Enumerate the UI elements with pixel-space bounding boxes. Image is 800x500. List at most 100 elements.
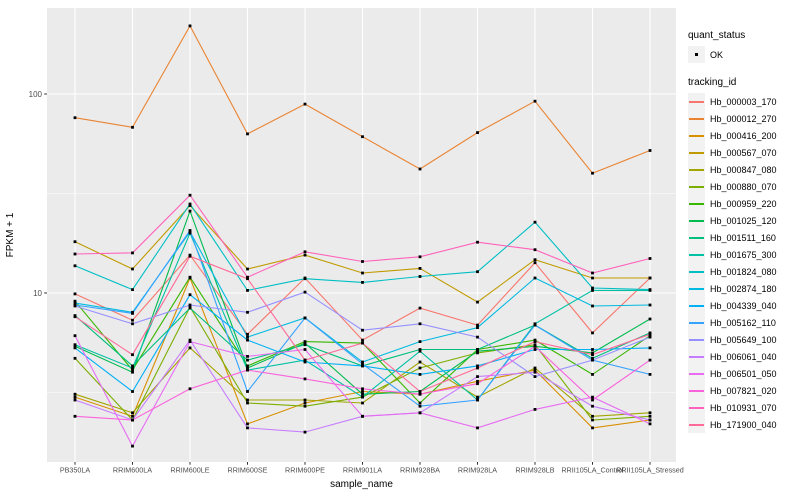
- data-point-marker: [476, 270, 479, 274]
- data-point-marker: [188, 303, 192, 307]
- data-point-marker: [591, 289, 594, 292]
- data-point-marker: [591, 171, 594, 175]
- data-point-marker: [533, 344, 537, 348]
- data-point-marker: [188, 346, 192, 350]
- data-point-marker: [476, 348, 479, 351]
- legend-line-icon: [689, 219, 704, 222]
- data-point-marker: [533, 408, 537, 411]
- data-point-marker: [418, 411, 422, 415]
- data-point-marker: [648, 317, 652, 321]
- data-point-marker: [303, 341, 307, 345]
- data-point-marker: [361, 390, 364, 393]
- data-point-marker: [418, 348, 422, 351]
- data-point-marker: [246, 132, 249, 136]
- data-point-marker: [476, 426, 479, 430]
- data-point-marker: [418, 322, 422, 326]
- legend-line-icon: [689, 372, 704, 375]
- data-point-marker: [188, 275, 192, 279]
- data-point-marker: [648, 346, 652, 350]
- legend-line-icon: [689, 117, 704, 120]
- legend-item-Hb_171900_040: Hb_171900_040: [688, 416, 798, 433]
- data-point-marker: [246, 355, 249, 358]
- data-point-marker: [533, 258, 537, 262]
- legend-line-icon: [689, 321, 704, 324]
- data-point-marker: [591, 398, 594, 402]
- legend-line-icon: [689, 338, 704, 341]
- data-point-marker: [361, 260, 364, 263]
- data-point-marker: [476, 366, 479, 370]
- legend-item-Hb_001824_080: Hb_001824_080: [688, 263, 798, 280]
- data-point-marker: [418, 349, 422, 353]
- data-point-marker: [73, 344, 77, 348]
- data-point-marker: [476, 379, 479, 383]
- legend-line-icon: [689, 134, 704, 137]
- legend-label: Hb_001824_080: [710, 266, 777, 277]
- legend-label: Hb_001025_120: [710, 215, 777, 226]
- y-axis-title: FPKM + 1: [5, 212, 16, 257]
- data-point-marker: [361, 281, 364, 284]
- data-point-marker: [418, 255, 422, 259]
- data-point-marker: [131, 251, 134, 255]
- data-point-marker: [131, 353, 134, 357]
- data-point-marker: [648, 373, 652, 376]
- data-point-marker: [533, 340, 537, 343]
- data-point-marker: [533, 368, 537, 372]
- panel-background: [47, 8, 676, 462]
- data-point-marker: [591, 426, 594, 430]
- data-point-marker: [246, 368, 249, 372]
- data-point-marker: [591, 356, 594, 360]
- data-point-marker: [361, 328, 364, 332]
- data-point-marker: [361, 401, 364, 405]
- legend-label: Hb_000567_070: [710, 147, 777, 158]
- data-point-marker: [73, 346, 77, 350]
- data-point-marker: [533, 348, 537, 351]
- legend-item-Hb_000880_070: Hb_000880_070: [688, 178, 798, 195]
- data-point-marker: [533, 248, 537, 252]
- data-point-marker: [303, 398, 307, 402]
- data-point-marker: [418, 340, 422, 343]
- data-point-marker: [361, 362, 364, 366]
- legend-key-swatch: [688, 280, 705, 297]
- data-point-marker: [73, 395, 77, 399]
- legend-item-Hb_001675_300: Hb_001675_300: [688, 246, 798, 263]
- legend-label: Hb_005162_110: [710, 317, 776, 328]
- data-point-marker: [131, 368, 134, 372]
- legend-label: Hb_000003_170: [710, 96, 777, 107]
- legend-line-icon: [689, 185, 704, 188]
- legend-key-swatch: [688, 365, 705, 382]
- data-point-marker: [131, 288, 134, 291]
- data-point-marker: [131, 364, 134, 368]
- data-point-marker: [533, 220, 537, 224]
- data-point-marker: [188, 193, 192, 197]
- data-point-marker: [188, 229, 192, 232]
- legend-item-Hb_000012_270: Hb_000012_270: [688, 110, 798, 127]
- x-axis-label: RRIM928LB: [515, 466, 554, 475]
- data-point-marker: [131, 267, 134, 271]
- data-point-marker: [418, 306, 422, 310]
- data-point-marker: [476, 375, 479, 378]
- data-point-marker: [418, 267, 422, 270]
- data-point-marker: [131, 444, 134, 448]
- data-point-marker: [303, 102, 307, 106]
- data-point-marker: [246, 401, 249, 405]
- data-point-marker: [246, 398, 249, 402]
- data-point-marker: [648, 414, 652, 418]
- data-point-marker: [73, 301, 77, 305]
- data-point-marker: [303, 360, 307, 364]
- legend-item-Hb_007821_020: Hb_007821_020: [688, 382, 798, 399]
- data-point-marker: [476, 300, 479, 304]
- legend-line-icon: [689, 253, 704, 256]
- data-point-marker: [533, 370, 537, 374]
- legend-key-swatch: [688, 314, 705, 331]
- data-point-marker: [648, 335, 652, 339]
- data-point-marker: [533, 261, 537, 265]
- legend-line-icon: [689, 202, 704, 205]
- x-axis-label: RRIM901LA: [343, 466, 382, 475]
- legend-label: Hb_004339_040: [710, 300, 777, 311]
- data-point-marker: [533, 276, 537, 280]
- legend: quant_status OK tracking_id Hb_000003_17…: [688, 30, 798, 433]
- x-axis-label: RRIM600LA: [113, 466, 152, 475]
- data-point-marker: [476, 395, 479, 399]
- data-point-marker: [533, 375, 537, 378]
